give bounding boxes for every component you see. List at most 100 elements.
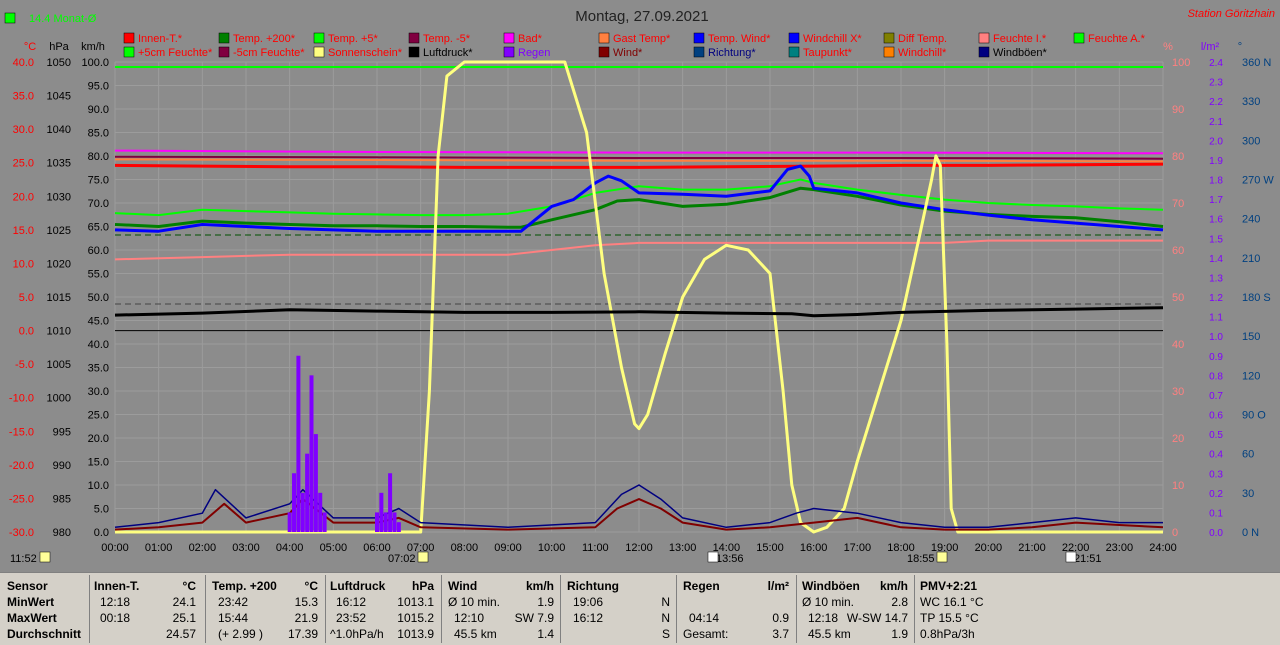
axis-dir-tick: 360 N	[1242, 57, 1271, 69]
axis-pct-tick: 80	[1172, 151, 1184, 163]
marker-sunset-time: 18:55	[907, 553, 935, 565]
axis-kmh-tick: 85.0	[88, 128, 109, 140]
axis-c-tick: 10.0	[13, 258, 34, 270]
axis-kmh-tick: 35.0	[88, 363, 109, 375]
rain-unit: l/m²	[767, 579, 789, 593]
gust-max-time: 12:18	[808, 611, 839, 625]
legend-temp-5-label: Temp. -5*	[423, 33, 471, 45]
axis-lm2-tick: 2.3	[1209, 78, 1223, 89]
month-avg-label: 14.4 Monat-Ø	[29, 13, 97, 25]
axis-dir-tick: 90 O	[1242, 410, 1266, 422]
x-tick-label: 22:00	[1062, 542, 1090, 554]
series-regen-bar	[375, 512, 379, 532]
series-regen-bar	[296, 355, 301, 532]
legend-taupunkt-swatch	[788, 46, 800, 58]
wind-column: Wind km/h Ø 10 min. 1.9 12:10 SW 7.9 45.5 k…	[448, 573, 558, 645]
axis-c-tick: 30.0	[13, 124, 34, 136]
legend-temp-200-label: Temp. +200*	[233, 33, 296, 45]
axis-kmh-tick: 25.0	[88, 410, 109, 422]
row-label-min: MinWert	[7, 595, 55, 609]
series-windb-en	[114, 484, 1163, 529]
gust-title: Windböen	[802, 579, 860, 593]
temp200-min-value: 15.3	[294, 595, 318, 609]
legend-innen-t-label: Innen-T.*	[138, 33, 183, 45]
unit-pct: %	[1163, 41, 1173, 53]
unit-deg: °	[1238, 41, 1242, 53]
direction-min-value: N	[661, 595, 670, 609]
legend-temp-5-label: Temp. +5*	[328, 33, 379, 45]
axis-dir-tick: 180 S	[1242, 292, 1271, 304]
month-avg-swatch	[4, 12, 16, 24]
axis-c-tick: -25.0	[9, 493, 34, 505]
axis-dir-tick: 210	[1242, 253, 1260, 265]
axis-hpa-tick: 1005	[47, 359, 71, 371]
innen-min-time: 12:18	[100, 595, 131, 609]
gust-max-value: W-SW 14.7	[846, 611, 908, 625]
axis-hpa-tick: 990	[53, 460, 71, 472]
x-tick-label: 09:00	[494, 542, 522, 554]
axis-hpa-tick: 1040	[47, 124, 71, 136]
axis-dir-tick: 150	[1242, 331, 1260, 343]
legend-regen-swatch	[503, 46, 515, 58]
axis-dir-tick: 30	[1242, 488, 1254, 500]
legend-temp-wind-swatch	[693, 32, 705, 44]
series-regen-bar	[388, 473, 393, 532]
series-temp-wind	[114, 164, 1164, 233]
chart-series	[114, 60, 1164, 534]
axis-lm2-tick: 1.8	[1209, 176, 1223, 187]
axis-c-tick: 5.0	[19, 292, 34, 304]
axis-c-tick: 35.0	[13, 91, 34, 103]
legend-feuchte-a-label: Feuchte A.*	[1088, 33, 1146, 45]
unit-hpa: hPa	[49, 41, 69, 53]
chart-legend: Innen-T.* Temp. +200* Temp. +5* Temp. -5* Ba…	[123, 32, 1146, 59]
axis-c-tick: 0.0	[19, 326, 34, 338]
row-label-avg: Durchschnitt	[7, 627, 82, 641]
wind-day-avg: 1.4	[537, 627, 554, 641]
legend-taupunkt-label: Taupunkt*	[803, 47, 853, 59]
pressure-avg: 1013.9	[397, 627, 434, 641]
legend-richtung-label: Richtung*	[708, 47, 756, 59]
axis-dir-tick: 60	[1242, 449, 1254, 461]
direction-column: Richtung 19:06 N 16:12 N S	[567, 573, 674, 645]
legend-wind-swatch	[598, 46, 610, 58]
marker-sunrise-time: 07:02	[388, 553, 416, 565]
axis-pct-tick: 60	[1172, 245, 1184, 257]
legend-sonnenschein-swatch	[313, 46, 325, 58]
sensor-column: Sensor MinWert MaxWert Durchschnitt	[7, 573, 87, 645]
axis-lm2-tick: 0.6	[1209, 411, 1223, 422]
gust-column: Windböen km/h Ø 10 min. 2.8 12:18 W-SW 14.7…	[802, 573, 912, 645]
x-tick-label: 07:00	[407, 542, 435, 554]
axis-c-tick: 25.0	[13, 158, 34, 170]
axis-hpa-tick: 1000	[47, 393, 71, 405]
series-regen-bar	[313, 434, 318, 532]
series-regen-bar	[396, 522, 401, 532]
legend-diff-temp-label: Diff Temp.	[898, 33, 947, 45]
pmv-pressure-trend: 0.8hPa/3h	[920, 627, 975, 641]
axis-dir-tick: 270 W	[1242, 175, 1274, 187]
unit-kmh: km/h	[81, 41, 105, 53]
chart-axes: 40.0 35.0 30.0 25.0 20.0 15.0 10.0 5.0 0.0 -5.0 -1…	[9, 41, 1274, 554]
x-tick-label: 01:00	[145, 542, 173, 554]
pressure-min-time: 16:12	[336, 595, 367, 609]
legend--5cm-feuchte-swatch	[218, 46, 230, 58]
weather-chart: 40.0 35.0 30.0 25.0 20.0 15.0 10.0 5.0 0.0 -5.0 -1…	[4, 8, 1275, 565]
legend--5cm-feuchte-label: +5cm Feuchte*	[138, 47, 213, 59]
innen-column: Innen-T. °C 12:18 24.1 00:18 25.1 24.57	[94, 573, 200, 645]
axis-kmh-tick: 5.0	[94, 504, 109, 516]
axis-kmh-tick: 70.0	[88, 198, 109, 210]
series-sonnenschein	[115, 60, 1163, 534]
axis-pct-tick: 50	[1172, 292, 1184, 304]
gust-avg-value: 2.8	[891, 595, 908, 609]
axis-hpa-tick: 980	[53, 527, 71, 539]
pmv-column: PMV+2:21 WC 16.1 °C TP 15.5 °C 0.8hPa/3h	[920, 573, 1040, 645]
marker-moonrise-icon	[1065, 551, 1077, 563]
axis-lm2-tick: 1.0	[1209, 332, 1223, 343]
chart-grid	[114, 61, 1164, 533]
axis-pct-tick: 40	[1172, 339, 1184, 351]
legend-windchill-label: Windchill*	[898, 47, 947, 59]
legend-temp-5-swatch	[313, 32, 325, 44]
legend-sonnenschein-label: Sonnenschein*	[328, 47, 403, 59]
axis-hpa-tick: 995	[53, 426, 71, 438]
axis-lm2-tick: 0.8	[1209, 371, 1223, 382]
series-regen-bar	[379, 492, 384, 532]
